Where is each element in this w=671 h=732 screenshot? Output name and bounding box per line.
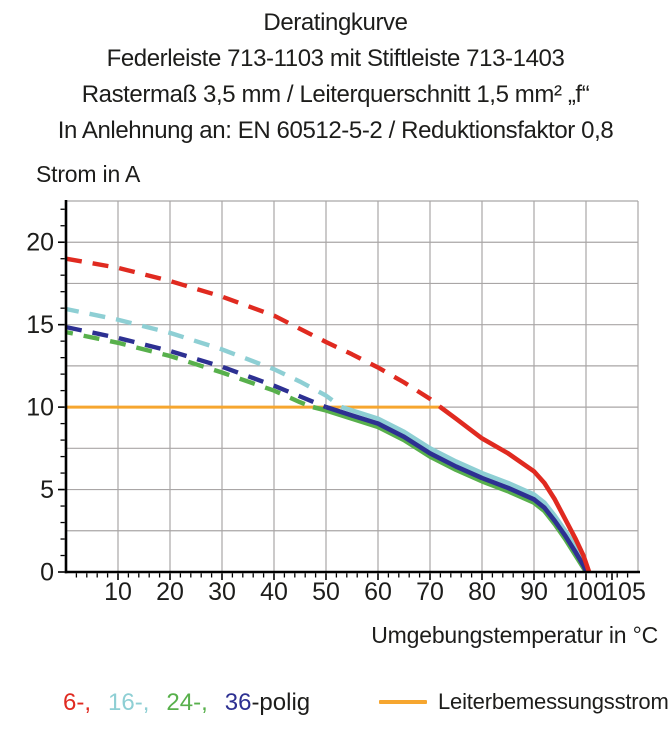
x-tick-label: 105 — [604, 578, 646, 606]
x-tick-label: 10 — [104, 578, 132, 606]
title-line-3: Rastermaß 3,5 mm / Leiterquerschnitt 1,5… — [81, 81, 590, 108]
x-tick-label: 90 — [520, 578, 548, 606]
curve-16-polig-dashed — [65, 306, 343, 409]
y-tick-label: 5 — [40, 476, 54, 504]
y-tick-label: 10 — [26, 394, 54, 422]
x-tick-label: 20 — [156, 578, 184, 606]
x-tick-label: 80 — [468, 578, 496, 606]
curve-16-polig-solid — [340, 404, 591, 573]
curve-6-polig-dashed — [65, 256, 442, 409]
title-line-4: In Anlehnung an: EN 60512-5-2 / Reduktio… — [57, 117, 614, 144]
x-tick-label: 30 — [208, 578, 236, 606]
y-tick-label: 0 — [40, 559, 54, 587]
rated-current-label: Leiterbemessungsstrom — [438, 689, 669, 714]
curve-24-polig-dashed — [65, 329, 314, 410]
rated-current-legend: Leiterbemessungsstrom — [379, 689, 669, 715]
legend-pole-suffix: -polig — [251, 689, 311, 716]
title-line-1: Deratingkurve — [263, 9, 408, 36]
legend-item-6-polig: 6-, — [63, 689, 92, 716]
legend-item-36-polig: 36 — [224, 689, 252, 716]
y-axis-title: Strom in A — [36, 161, 141, 187]
curve-36-polig-solid — [325, 404, 589, 573]
pole-legend: 6-, 16-, 24-, 36 -polig — [63, 689, 310, 717]
curve-6-polig-solid — [439, 405, 592, 573]
curve-36-polig-dashed — [65, 324, 327, 410]
x-tick-label: 40 — [260, 578, 288, 606]
x-axis-title: Umgebungstemperatur in °C — [371, 622, 658, 648]
legend-item-16-polig: 16-, — [108, 689, 150, 716]
title-line-2: Federleiste 713-1103 mit Stiftleiste 713… — [106, 45, 565, 72]
x-tick-label: 60 — [364, 578, 392, 606]
y-tick-label: 15 — [26, 311, 54, 339]
x-tick-label: 100 — [565, 578, 607, 606]
legend-item-24-polig: 24-, — [166, 689, 208, 716]
x-tick-label: 50 — [312, 578, 340, 606]
x-tick-label: 70 — [416, 578, 444, 606]
rated-current-line-swatch — [379, 700, 427, 704]
y-tick-label: 20 — [26, 229, 54, 257]
chart-title-block: Deratingkurve Federleiste 713-1103 mit S… — [0, 5, 671, 149]
